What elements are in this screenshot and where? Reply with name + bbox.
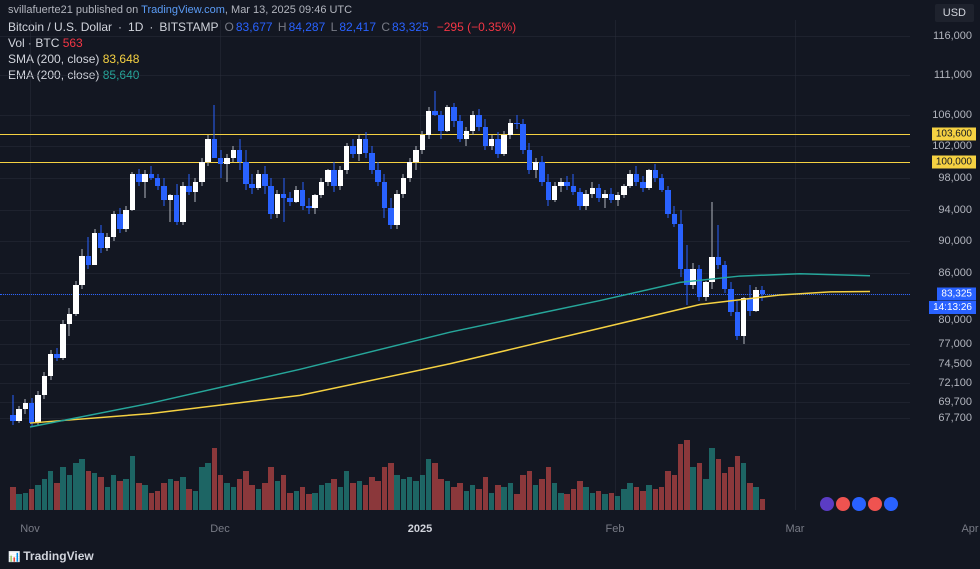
site-link[interactable]: TradingView.com (141, 4, 225, 16)
price-axis[interactable]: 116,000111,000106,000102,00098,00094,000… (910, 20, 980, 510)
time-axis[interactable]: NovDec2025FebMarApr (0, 523, 910, 543)
chart-area[interactable] (0, 20, 910, 510)
tradingview-logo[interactable]: TradingView (8, 549, 94, 563)
event-markers (820, 497, 898, 511)
publish-info: svillafuerte21 published on TradingView.… (8, 4, 352, 16)
